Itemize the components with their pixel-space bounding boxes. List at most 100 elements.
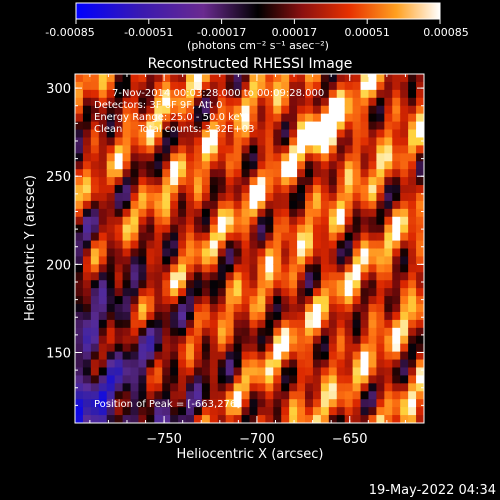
heatmap-cell [344, 415, 354, 423]
heatmap-cell [178, 319, 187, 329]
heatmap-cell [130, 272, 140, 281]
heatmap-cell [82, 153, 92, 162]
heatmap-cell [312, 351, 322, 361]
heatmap-cell [328, 216, 338, 226]
heatmap-cell [170, 351, 179, 361]
heatmap-cell [273, 296, 282, 305]
heatmap-cell [368, 224, 378, 234]
heatmap-cell [146, 248, 155, 258]
heatmap-cell [90, 81, 100, 91]
heatmap-cell [201, 185, 211, 194]
heatmap-cell [416, 121, 424, 131]
heatmap-cell [273, 185, 282, 194]
heatmap-cell [336, 343, 346, 353]
heatmap-cell [289, 272, 298, 281]
heatmap-cell [320, 185, 330, 194]
heatmap-cell [114, 399, 124, 408]
heatmap-cell [225, 200, 235, 210]
annotation-line: Detectors: 3F 6F 9F, Att 0 [94, 100, 222, 111]
heatmap-cell [138, 105, 147, 115]
heatmap-cell [162, 161, 171, 170]
heatmap-cell [344, 129, 354, 139]
heatmap-cell [201, 415, 211, 423]
heatmap-cell [186, 192, 195, 202]
heatmap-cell [281, 407, 290, 416]
heatmap-cell [122, 145, 132, 154]
heatmap-cell [281, 311, 290, 321]
heatmap-cell [233, 240, 243, 250]
colorbar-tick-label: -0.00017 [197, 26, 246, 39]
heatmap-cell [154, 185, 163, 194]
heatmap-cell [384, 177, 393, 186]
heatmap-cell [368, 272, 378, 281]
heatmap-cell [320, 177, 330, 186]
heatmap-cell [312, 383, 322, 392]
heatmap-cell [265, 240, 274, 250]
heatmap-cell [305, 288, 314, 297]
heatmap-cell [154, 280, 163, 289]
heatmap-cell [122, 105, 132, 115]
heatmap-cell [392, 232, 401, 242]
heatmap-cell [114, 81, 124, 91]
heatmap-cell [75, 89, 84, 99]
heatmap-cell [106, 113, 116, 123]
heatmap-cell [98, 327, 108, 337]
heatmap-cell [90, 272, 100, 281]
heatmap-cell [146, 264, 155, 273]
heatmap-cell [114, 264, 124, 273]
heatmap-cell [360, 216, 370, 226]
heatmap-cell [360, 192, 370, 202]
heatmap-cell [162, 399, 171, 408]
heatmap-cell [360, 383, 370, 392]
heatmap-cell [352, 288, 362, 297]
heatmap-cell [233, 105, 243, 115]
heatmap-cell [400, 319, 409, 329]
heatmap-cell [376, 264, 385, 273]
heatmap-cell [273, 121, 282, 131]
heatmap-cell [138, 177, 147, 186]
heatmap-cell [154, 145, 163, 154]
heatmap-cell [201, 311, 211, 321]
heatmap-cell [257, 121, 266, 131]
heatmap-cell [352, 161, 362, 170]
heatmap-cell [138, 113, 147, 123]
heatmap-cell [328, 240, 338, 250]
heatmap-cell [344, 383, 354, 392]
heatmap-cell [400, 280, 409, 289]
heatmap-cell [217, 177, 227, 186]
heatmap-cell [384, 391, 393, 400]
heatmap-cell [416, 232, 424, 242]
heatmap-cell [400, 145, 409, 154]
heatmap-cell [193, 224, 203, 234]
heatmap-cell [249, 383, 259, 392]
heatmap-cell [193, 304, 203, 313]
heatmap-cell [376, 399, 385, 408]
heatmap-cell [75, 304, 84, 313]
colorbar [75, 2, 441, 20]
heatmap-cell [186, 145, 195, 154]
heatmap-cell [114, 367, 124, 377]
heatmap-cell [90, 288, 100, 297]
heatmap-cell [297, 232, 306, 242]
heatmap-cell [130, 335, 140, 345]
heatmap-cell [170, 185, 179, 194]
heatmap-cell [312, 192, 322, 202]
heatmap-cell [336, 177, 346, 186]
heatmap-cell [400, 208, 409, 218]
heatmap-cell [368, 319, 378, 329]
heatmap-cell [352, 407, 362, 416]
heatmap-cell [392, 145, 401, 154]
heatmap-cell [209, 224, 219, 234]
heatmap-cell [154, 177, 163, 186]
heatmap-cell [249, 280, 259, 289]
heatmap-cell [281, 74, 290, 83]
heatmap-cell [249, 137, 259, 146]
heatmap-cell [400, 232, 409, 242]
heatmap-cell [305, 375, 314, 384]
heatmap-cell [162, 288, 171, 297]
heatmap-cell [146, 407, 155, 416]
heatmap-cell [138, 311, 147, 321]
heatmap-cell [162, 391, 171, 400]
heatmap-cell [217, 240, 227, 250]
heatmap-cell [257, 367, 266, 377]
